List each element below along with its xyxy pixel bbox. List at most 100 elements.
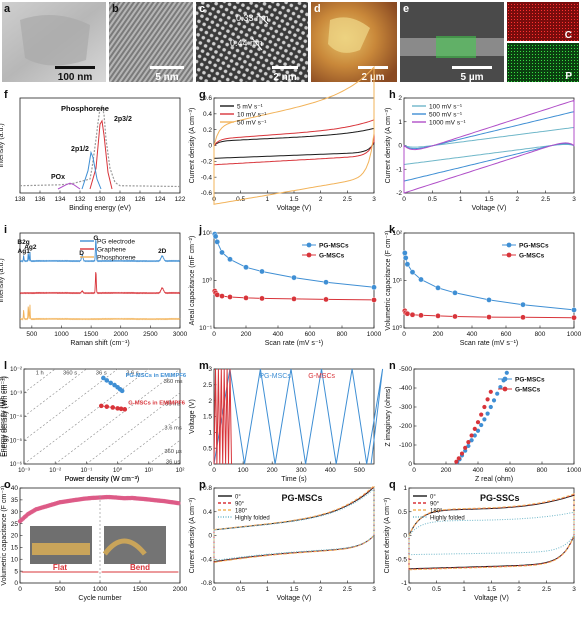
x-tick-label: 800 — [337, 331, 348, 338]
scale-bar-d: 2 µm — [362, 72, 385, 83]
x-tick-label: 1 — [266, 196, 270, 203]
x-tick-label: 10¹ — [144, 468, 153, 474]
y-tick-label: 0.2 — [203, 127, 212, 134]
y-tick-label: 5 — [14, 568, 18, 575]
series-line — [214, 233, 375, 288]
x-tick-label: 1 — [459, 196, 463, 203]
nyquist-point — [488, 389, 493, 394]
areal-cap-point — [371, 297, 377, 303]
x-tick-label: 400 — [473, 467, 484, 474]
x-tick-label: 122 — [175, 196, 186, 203]
y-tick-label: 10⁰ — [392, 324, 402, 332]
x-axis-label: Time (s) — [281, 476, 306, 483]
cv-loop — [403, 99, 575, 194]
y-tick-label: 10¹ — [393, 278, 403, 285]
y-axis-label: Current density (A cm⁻³) — [189, 498, 196, 574]
y-tick-label: 10⁻⁶ — [10, 461, 23, 468]
y-tick-label: 10⁻² — [10, 367, 22, 373]
time-label: 36 ms — [165, 402, 181, 408]
x-tick-label: 1000 — [367, 331, 382, 338]
micrograph-c: 0.33 nm 0.44 nm 2 nm — [196, 2, 308, 83]
areal-cap-point — [323, 296, 329, 303]
y-tick-label: 10⁻⁴ — [10, 414, 23, 421]
y-tick-label: 1.5 — [203, 414, 212, 421]
x-axis-label: Binding energy (eV) — [69, 205, 131, 212]
y-tick-label: 0 — [208, 461, 212, 468]
x-tick-label: 3 — [572, 586, 576, 593]
y-axis-label: Volumetric capacitance (F cm⁻³) — [385, 230, 392, 330]
annotation-d: D — [79, 250, 84, 257]
x-tick-label: 10⁻¹ — [80, 468, 92, 474]
panel-letter-f: f — [4, 89, 8, 101]
areal-cap-point — [243, 264, 249, 271]
y-tick-label: 2.5 — [203, 382, 212, 389]
x-axis-label: Voltage (V) — [277, 595, 312, 602]
x-tick-label: 1.5 — [484, 196, 493, 203]
x-tick-label: 500 — [354, 467, 365, 474]
annotation-2p12: 2p1/2 — [71, 146, 89, 153]
legend-label: 90° — [430, 501, 440, 507]
y-tick-label: 1 — [208, 430, 212, 437]
y-tick-label: 35 — [11, 497, 19, 504]
y-tick-label: 0.5 — [203, 445, 212, 452]
nyquist-point — [482, 404, 487, 410]
legend-label: 100 mV s⁻¹ — [429, 103, 463, 110]
y-tick-label: -0.6 — [201, 190, 213, 197]
plot-frame — [23, 368, 181, 465]
panel-letter-p: p — [199, 479, 206, 491]
chart-l: Power density (W cm⁻³) Energy density (Wh… — [0, 367, 187, 483]
xps-curve-2p32 — [89, 119, 113, 190]
y-axis-label: Areal capacitance (mF cm⁻²) — [189, 236, 196, 326]
x-tick-label: 1000 — [93, 586, 108, 593]
x-tick-label: 1500 — [133, 586, 148, 593]
areal-cap-point — [323, 279, 329, 286]
x-tick-label: 10⁰ — [113, 467, 123, 474]
panel-letter-o: o — [4, 479, 11, 491]
y-tick-label: 0.4 — [203, 111, 212, 118]
vol-cap-point — [571, 307, 577, 313]
areal-cap-point — [214, 291, 220, 298]
x-tick-label: 3 — [572, 196, 576, 203]
x-tick-label: 1000 — [567, 467, 581, 474]
time-label: 3.6 s — [126, 371, 139, 377]
x-tick-label: 200 — [267, 467, 278, 474]
x-tick-label: 2 — [517, 586, 521, 593]
ragone-point — [98, 403, 104, 409]
areal-cap-point — [259, 268, 265, 275]
legend-label: Highly folded — [235, 515, 270, 521]
x-tick-label: 500 — [26, 331, 37, 338]
nyquist-point — [469, 433, 474, 438]
plot-frame — [213, 232, 375, 329]
legend-label: G-MSCs — [515, 386, 541, 393]
y-tick-label: 20 — [11, 533, 19, 540]
panel-letter-i: i — [4, 224, 7, 236]
y-tick-label: 1 — [398, 119, 402, 126]
y-tick-label: 10¹ — [203, 230, 213, 237]
y-axis-label: Z imaginary (ohms) — [385, 386, 392, 446]
y-tick-label: -0.5 — [396, 556, 408, 563]
map-label-p: P — [565, 71, 572, 82]
areal-cap-point — [259, 295, 265, 302]
lattice-spacing-2: 0.44 nm — [230, 38, 263, 48]
y-tick-label: -300 — [399, 404, 412, 411]
x-tick-label: 2 — [319, 196, 323, 203]
nyquist-point — [498, 384, 503, 390]
annotation-ag2: Ag2 — [24, 244, 37, 251]
annotation-ag1: Ag1 — [18, 248, 31, 255]
y-tick-label: -0.4 — [201, 174, 213, 181]
x-tick-label: 2000 — [173, 586, 188, 593]
micrograph-a: 100 nm — [2, 2, 106, 83]
x-tick-label: 2.5 — [343, 586, 352, 593]
y-axis-label: Intensity (a.u.) — [0, 258, 5, 302]
x-tick-label: 128 — [115, 196, 126, 203]
y-tick-label: -1 — [396, 166, 402, 173]
annotation-phosphorene: Phosphorene — [61, 104, 109, 113]
cv-loop — [213, 127, 375, 159]
vol-cap-point — [435, 285, 441, 291]
y-tick-label: -2 — [396, 190, 402, 197]
x-tick-label: 1500 — [84, 331, 99, 338]
series-label-pg: PG-MSCs — [259, 373, 291, 380]
legend-marker — [506, 252, 512, 258]
time-diagonal — [23, 368, 149, 465]
